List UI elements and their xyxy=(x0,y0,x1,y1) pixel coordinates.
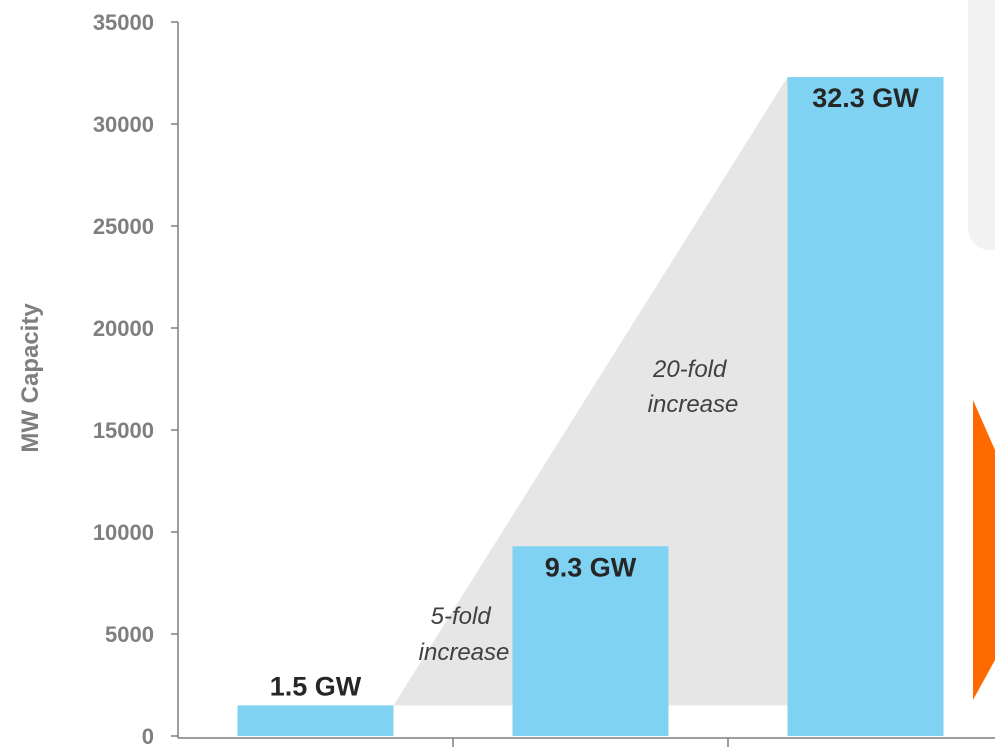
data-label-1: 1.5 GW xyxy=(270,671,362,701)
y-tick-label: 10000 xyxy=(93,520,154,545)
data-labels: 1.5 GW 9.3 GW 32.3 GW xyxy=(270,83,920,701)
y-axis-title: MW Capacity xyxy=(17,303,44,453)
y-tick-label: 30000 xyxy=(93,112,154,137)
bar-3 xyxy=(787,77,944,736)
axes xyxy=(177,22,995,739)
growth-wedge-20-fold xyxy=(393,77,788,706)
annotation-20-fold-line-2: increase xyxy=(648,391,739,418)
bar-2 xyxy=(512,546,669,736)
annotation-20-fold-line-1: 20-fold xyxy=(652,356,727,383)
y-tick-label: 25000 xyxy=(93,214,154,239)
side-panel xyxy=(968,0,995,250)
y-tick-label: 15000 xyxy=(93,418,154,443)
annotation-5-fold-line-1: 5-fold xyxy=(431,603,492,630)
orange-arrow-shape xyxy=(973,400,995,700)
data-label-2: 9.3 GW xyxy=(545,552,637,582)
annotation-20-fold: 20-fold increase xyxy=(648,356,739,418)
y-tick-label: 5000 xyxy=(105,622,154,647)
x-ticks xyxy=(452,738,729,747)
data-label-3: 32.3 GW xyxy=(812,83,919,113)
y-tick-label: 0 xyxy=(142,724,154,748)
bar-1 xyxy=(237,705,394,736)
bars xyxy=(237,77,944,736)
y-tick-label: 35000 xyxy=(93,10,154,35)
y-tick-label: 20000 xyxy=(93,316,154,341)
y-ticks: 0 5000 10000 15000 20000 25000 30000 35000 xyxy=(93,10,178,748)
annotation-5-fold-line-2: increase xyxy=(419,639,510,666)
growth-wedges xyxy=(393,77,788,706)
annotation-5-fold: 5-fold increase xyxy=(419,603,510,666)
